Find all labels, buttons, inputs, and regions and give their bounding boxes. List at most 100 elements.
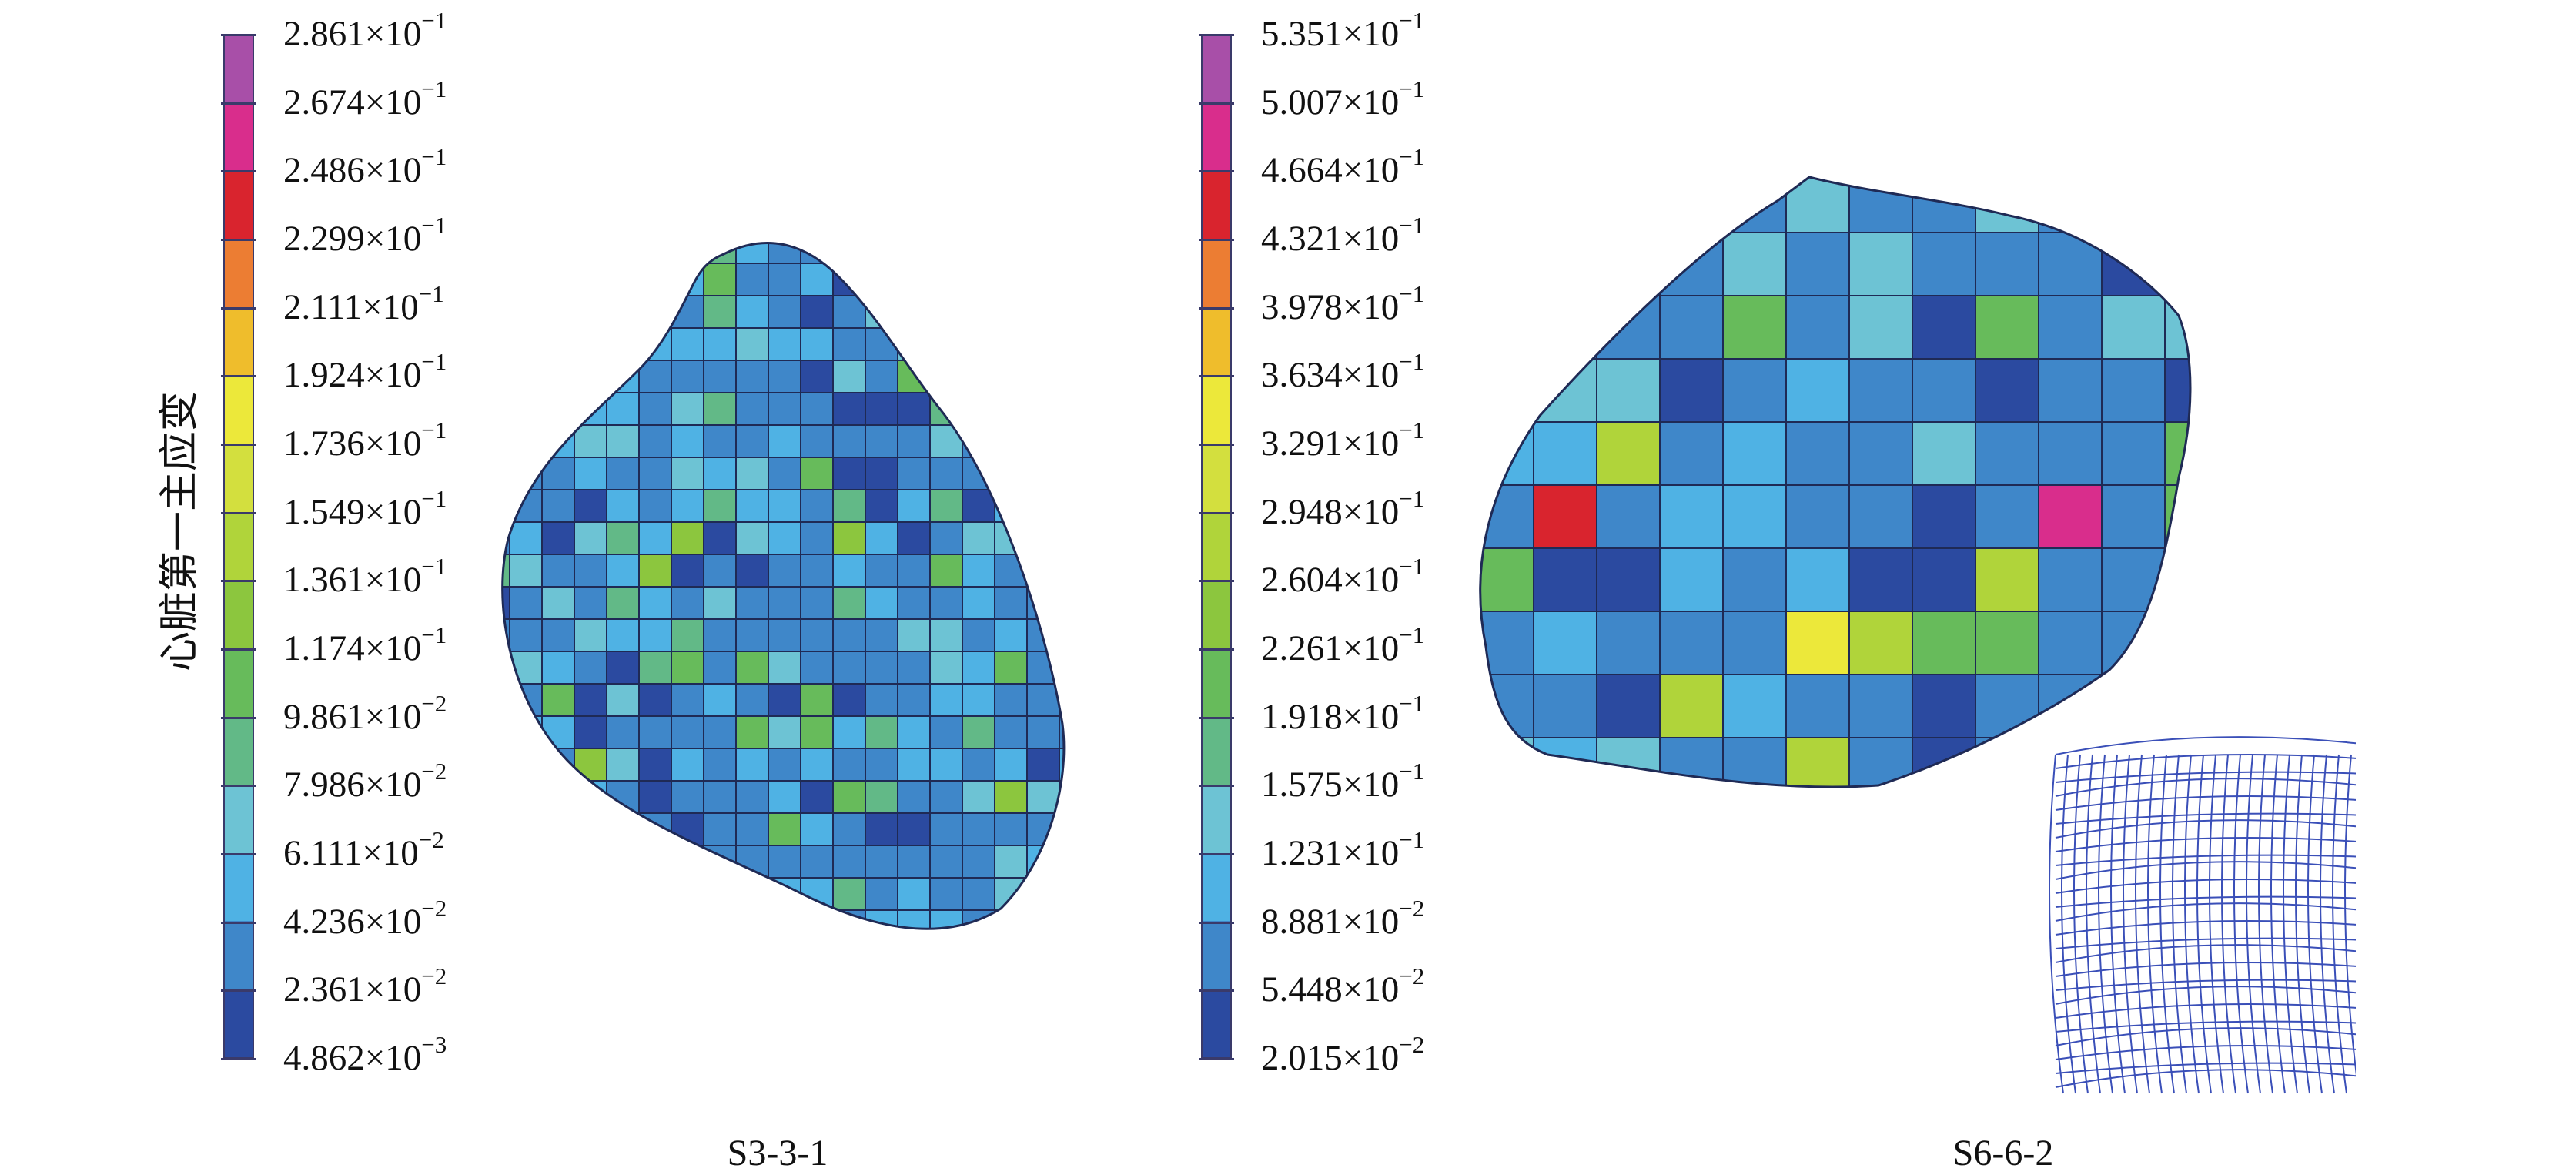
mesh-element (994, 618, 1028, 652)
mesh-element (768, 651, 801, 685)
mesh-element (1533, 737, 1597, 787)
mesh-element (509, 845, 543, 879)
wireframe-line (2270, 754, 2286, 1094)
mesh-element (929, 683, 963, 717)
mesh-element (897, 295, 931, 329)
colorbar-segment (225, 172, 253, 241)
mesh-element (606, 877, 640, 911)
colorbar-tick-label: 2.604×10−1 (1261, 554, 1424, 598)
wireframe-line (2055, 1045, 2356, 1060)
wireframe-line (2055, 736, 2356, 755)
wireframe-line (2209, 754, 2224, 1094)
mesh-element (897, 748, 931, 782)
mesh-element (1785, 674, 1850, 738)
mesh-element (671, 586, 704, 620)
mesh-element (2228, 611, 2291, 675)
mesh-element (1975, 177, 2039, 233)
mesh-element (509, 243, 543, 264)
mesh-element (1785, 611, 1850, 675)
mesh-element (1785, 737, 1850, 787)
mesh-element (994, 243, 1028, 264)
mesh-element (735, 295, 769, 329)
tick-exponent: −2 (1399, 1031, 1425, 1058)
wireframe-line (2055, 771, 2356, 783)
wireframe-line (2055, 937, 2356, 949)
wireframe-line (2172, 754, 2187, 1094)
mesh-element (2038, 611, 2103, 675)
mesh-element (897, 651, 931, 685)
colorbar-tick-label: 1.361×10−1 (283, 554, 447, 598)
mesh-element (897, 424, 931, 458)
colorbar-segment (225, 444, 253, 513)
tick-mantissa: 4.321×10 (1261, 219, 1400, 259)
tick-mantissa: 4.664×10 (1261, 150, 1400, 191)
wireframe-line (2098, 754, 2113, 1094)
mesh-element (541, 263, 575, 296)
wireframe-line (2055, 879, 2356, 894)
mesh-element (2101, 737, 2166, 787)
tick-mantissa: 1.736×10 (283, 423, 422, 464)
mesh-element (1480, 421, 1534, 486)
mesh-element (2038, 547, 2103, 612)
mesh-element (1975, 737, 2039, 787)
tick-exponent: −3 (421, 1031, 447, 1058)
mesh-element (2164, 611, 2190, 675)
mesh-element (735, 263, 769, 296)
colorbar-tick-mark (221, 375, 256, 378)
mesh-element (2354, 422, 2356, 485)
mesh-element (1533, 177, 1597, 233)
wireframe-line (2320, 754, 2335, 1094)
colorbar-tick-label: 5.448×10−2 (1261, 964, 1424, 1008)
mesh-element (768, 909, 801, 929)
tick-mantissa: 2.948×10 (1261, 491, 1400, 532)
mesh-element (509, 295, 543, 329)
mesh-element (1722, 295, 1787, 360)
mesh-element (1975, 547, 2039, 612)
mesh-element (502, 748, 510, 782)
mesh-element (865, 877, 898, 911)
tick-exponent: −1 (421, 212, 447, 239)
colorbar-tick-mark (1199, 716, 1234, 719)
mesh-element (541, 909, 575, 929)
colorbar-segment (1203, 921, 1230, 989)
mesh-element (1026, 877, 1060, 911)
mesh-element (833, 942, 865, 947)
mesh-element (2291, 422, 2354, 485)
mesh-element (962, 457, 995, 490)
mesh-element (671, 618, 704, 652)
mesh-element (502, 243, 510, 264)
colorbar-tick-mark (221, 511, 256, 514)
mesh-element (865, 651, 898, 685)
mesh-element (638, 243, 672, 264)
mesh-element (574, 942, 607, 947)
mesh-element (994, 457, 1028, 490)
mesh-element (735, 521, 769, 555)
mesh-element (671, 683, 704, 717)
mesh-element (962, 295, 995, 329)
wireframe-line (2246, 754, 2261, 1094)
tick-mantissa: 4.862×10 (283, 1038, 422, 1078)
mesh-element (800, 748, 834, 782)
mesh-element (1848, 674, 1913, 738)
mesh-element (865, 554, 898, 588)
mesh-element (832, 651, 866, 685)
mesh-element (994, 845, 1028, 879)
mesh-element (735, 586, 769, 620)
mesh-element (994, 812, 1028, 846)
mesh-element (638, 392, 672, 426)
mesh-element (962, 812, 995, 846)
mesh-element (768, 457, 801, 490)
mesh-element (1026, 263, 1060, 296)
mesh-element (574, 651, 607, 685)
mesh-element (2038, 295, 2103, 360)
mesh-element (1785, 232, 1850, 296)
tick-mantissa: 2.015×10 (1261, 1038, 1400, 1078)
colorbar-tick-mark (1199, 306, 1234, 310)
mesh-element (1848, 295, 1913, 360)
colorbar-segment (225, 717, 253, 785)
colorbar-tick-label: 5.007×10−1 (1261, 77, 1424, 121)
mesh-element (832, 845, 866, 879)
mesh-element (2164, 484, 2190, 549)
mesh-element (735, 327, 769, 361)
mesh-element (1785, 484, 1850, 549)
